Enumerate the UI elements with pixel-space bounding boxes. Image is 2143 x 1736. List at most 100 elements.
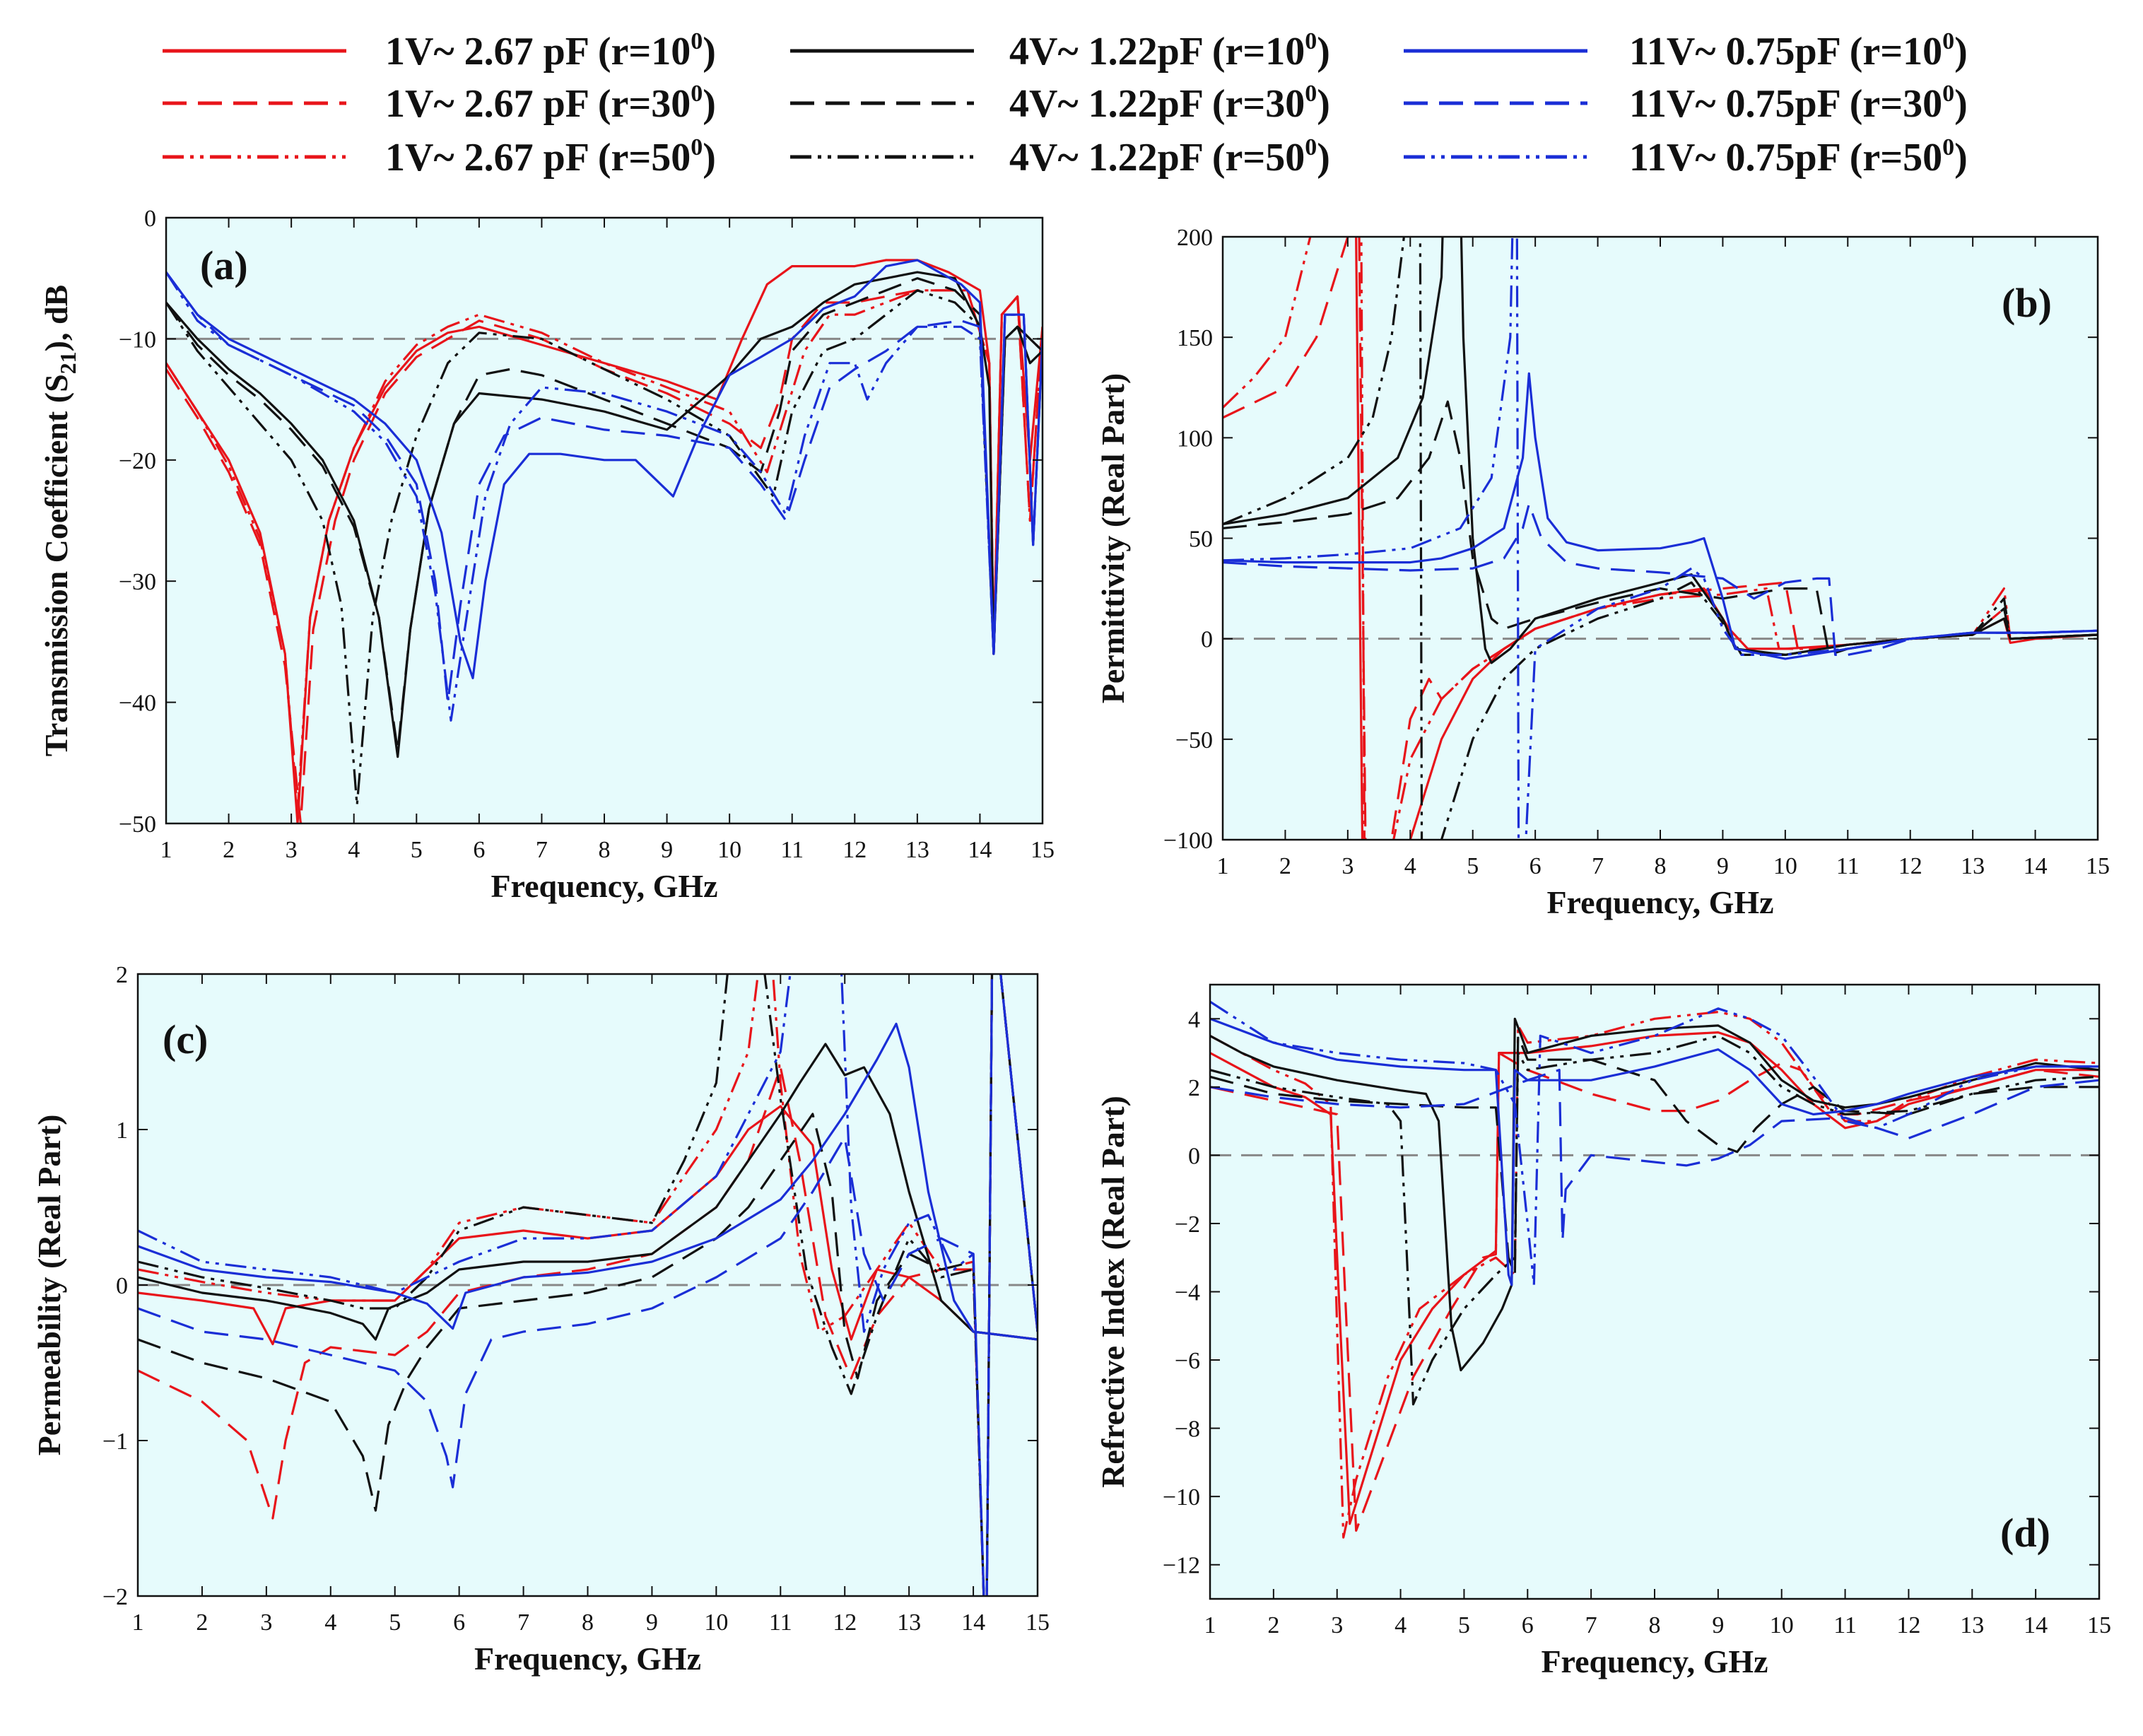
x-tick-label-c: 10	[704, 1609, 728, 1636]
y-tick-label-c: −1	[102, 1429, 128, 1455]
x-tick-label-d: 2	[1267, 1612, 1279, 1638]
series-c-8	[138, 974, 1038, 1596]
x-tick-label-d: 9	[1712, 1612, 1724, 1638]
x-tick-label-c: 7	[517, 1609, 529, 1636]
legend-label-9: 11V~ 0.75pF (r=500)	[1629, 134, 1968, 180]
x-tick-label-b: 5	[1467, 853, 1479, 879]
series-c-6	[138, 974, 1038, 1596]
x-tick-label-b: 12	[1898, 853, 1922, 879]
x-tick-label-c: 1	[132, 1609, 144, 1636]
panel-label-b: (b)	[2002, 280, 2052, 326]
x-tick-label-a: 11	[780, 837, 804, 863]
x-tick-label-c: 15	[1026, 1609, 1050, 1636]
x-axis-label-b: Frequency, GHz	[1546, 884, 1773, 920]
y-axis-label-d: Refrective Index (Real Part)	[1095, 1096, 1131, 1488]
x-tick-label-c: 9	[646, 1609, 658, 1636]
x-tick-label-b: 8	[1655, 853, 1667, 879]
y-tick-label-c: 0	[116, 1273, 128, 1299]
series-group-c	[138, 974, 1038, 1596]
x-tick-label-c: 5	[389, 1609, 401, 1636]
y-tick-label-b: 150	[1177, 325, 1213, 351]
series-b-6	[1223, 237, 2098, 840]
panel-d: 1 2 3 4 5 6 7 8 9 10 11 12 13 14 15420−2−4−6−8−10−12Fr…	[1095, 983, 2111, 1679]
series-a-9	[166, 271, 1043, 722]
x-tick-label-b: 3	[1341, 853, 1354, 879]
y-tick-label-d: −8	[1175, 1417, 1200, 1443]
x-tick-label-b: 7	[1592, 853, 1604, 879]
y-tick-label-a: −10	[119, 327, 156, 353]
x-tick-label-c: 3	[260, 1609, 272, 1636]
series-a-5	[166, 277, 1043, 752]
x-tick-label-b: 13	[1961, 853, 1985, 879]
x-tick-label-d: 14	[2024, 1612, 2048, 1638]
y-tick-label-b: 50	[1189, 527, 1213, 553]
panel-a: 1 2 3 4 5 6 7 8 9 10 11 12 13 14 150−10−20−30−40−50Fre…	[38, 206, 1055, 904]
x-tick-label-b: 11	[1836, 853, 1860, 879]
series-d-6	[1210, 1034, 2099, 1406]
x-axis-label-c: Frequency, GHz	[474, 1641, 701, 1677]
series-b-8	[1223, 503, 2098, 657]
y-tick-label-a: −30	[119, 569, 156, 595]
series-group-b	[1223, 237, 2098, 840]
x-tick-label-d: 11	[1833, 1612, 1857, 1638]
chart-panels: 1 2 3 4 5 6 7 8 9 10 11 12 13 14 150−10−20−30−40−50Fre…	[31, 206, 2111, 1679]
y-tick-label-c: 1	[116, 1118, 128, 1144]
series-group-d	[1210, 1000, 2099, 1539]
legend-label-3: 1V~ 2.67 pF (r=500)	[385, 134, 716, 180]
x-tick-label-b: 15	[2086, 853, 2110, 879]
legend: 1V~ 2.67 pF (r=100) 1V~ 2.67 pF (r=300) 1V…	[163, 28, 1968, 180]
x-tick-label-b: 14	[2024, 853, 2048, 879]
panel-label-d: (d)	[2000, 1510, 2050, 1556]
legend-label-4: 4V~ 1.22pF (r=100)	[1009, 28, 1330, 74]
plot-area-d	[1210, 985, 2099, 1599]
x-tick-label-a: 3	[286, 837, 298, 863]
x-tick-label-b: 4	[1404, 853, 1416, 879]
x-tick-label-d: 12	[1896, 1612, 1920, 1638]
x-tick-label-b: 2	[1279, 853, 1291, 879]
plot-area-a	[166, 218, 1043, 823]
x-tick-label-d: 3	[1331, 1612, 1343, 1638]
y-tick-label-b: −50	[1175, 727, 1213, 753]
x-tick-label-a: 6	[473, 837, 485, 863]
x-tick-label-a: 10	[717, 837, 741, 863]
x-tick-label-d: 13	[1960, 1612, 1984, 1638]
x-axis-label-a: Frequency, GHz	[491, 868, 717, 904]
x-tick-label-b: 9	[1717, 853, 1729, 879]
legend-label-2: 1V~ 2.67 pF (r=300)	[385, 81, 716, 126]
series-group-a	[166, 259, 1043, 823]
legend-label-1: 1V~ 2.67 pF (r=100)	[385, 28, 716, 74]
y-tick-label-d: −10	[1163, 1484, 1200, 1511]
x-tick-label-b: 10	[1773, 853, 1797, 879]
x-tick-label-a: 5	[411, 837, 423, 863]
x-tick-label-d: 5	[1458, 1612, 1470, 1638]
y-tick-label-d: 0	[1188, 1143, 1200, 1169]
x-tick-label-c: 14	[961, 1609, 985, 1636]
x-tick-label-a: 14	[968, 837, 992, 863]
x-axis-label-d: Frequency, GHz	[1541, 1643, 1768, 1679]
series-d-1	[1210, 1031, 2099, 1525]
x-tick-label-b: 6	[1530, 853, 1542, 879]
y-tick-label-c: −2	[102, 1584, 128, 1610]
series-b-9	[1223, 237, 2098, 840]
y-tick-label-a: −20	[119, 448, 156, 474]
series-d-9	[1210, 1000, 2099, 1286]
x-tick-label-c: 2	[196, 1609, 208, 1636]
x-tick-label-a: 1	[160, 837, 172, 863]
x-tick-label-d: 1	[1204, 1612, 1216, 1638]
x-tick-label-b: 1	[1217, 853, 1229, 879]
x-tick-label-d: 6	[1522, 1612, 1534, 1638]
x-tick-label-a: 7	[536, 837, 548, 863]
legend-label-8: 11V~ 0.75pF (r=300)	[1629, 81, 1968, 126]
series-a-7	[166, 259, 1043, 679]
x-tick-label-c: 8	[582, 1609, 594, 1636]
y-tick-label-d: −12	[1163, 1553, 1200, 1579]
y-axis-label-b: Permittivity (Real Part)	[1095, 373, 1131, 703]
series-c-9	[138, 974, 1038, 1596]
series-a-4	[166, 271, 1043, 758]
y-tick-label-d: −6	[1175, 1348, 1200, 1374]
legend-label-7: 11V~ 0.75pF (r=100)	[1629, 28, 1968, 74]
y-tick-label-b: 100	[1177, 426, 1213, 452]
x-tick-label-a: 4	[348, 837, 360, 863]
